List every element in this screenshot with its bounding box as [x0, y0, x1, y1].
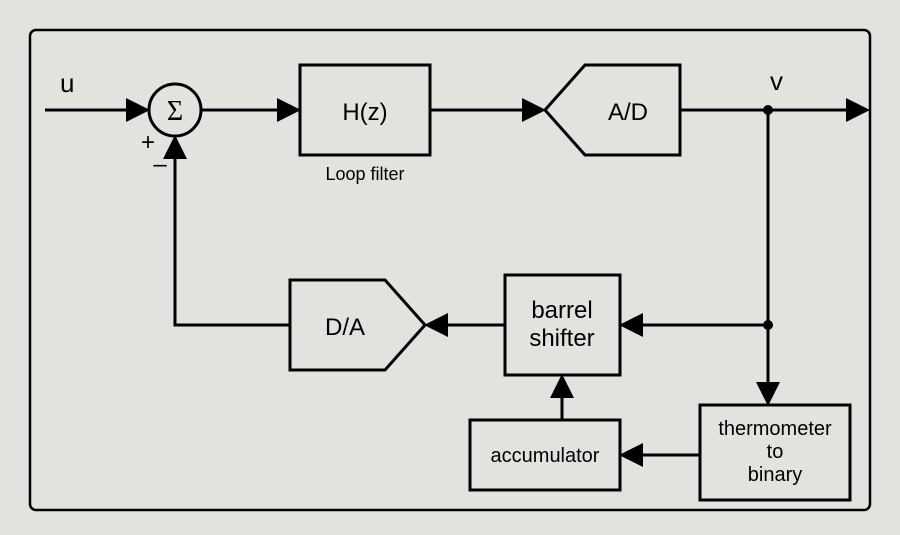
thermo-label-2: to	[767, 441, 784, 463]
accumulator-label: accumulator	[491, 445, 600, 467]
sigma-symbol: Σ	[167, 96, 183, 127]
summing-junction: Σ + –	[141, 84, 201, 178]
loop-filter-sublabel: Loop filter	[325, 164, 404, 184]
junction-top	[763, 105, 773, 115]
block-diagram: u v Σ + – H(z) Loop filter A/D D/A barre…	[0, 0, 900, 535]
thermo-label-3: binary	[748, 464, 802, 486]
barrel-label-1: barrel	[531, 297, 592, 324]
edge-da-to-summer	[175, 139, 290, 325]
ad-block: A/D	[545, 65, 680, 155]
accumulator-block: accumulator	[470, 420, 620, 490]
thermo-label-1: thermometer	[718, 418, 832, 440]
thermometer-block: thermometer to binary	[700, 405, 850, 500]
hz-label: H(z)	[342, 99, 387, 126]
input-label: u	[60, 68, 74, 98]
junction-mid	[763, 320, 773, 330]
output-label: v	[770, 66, 783, 96]
da-block: D/A	[290, 280, 425, 370]
ad-label: A/D	[608, 99, 648, 126]
da-label: D/A	[325, 314, 365, 341]
loop-filter-block: H(z) Loop filter	[300, 65, 430, 184]
barrel-label-2: shifter	[529, 325, 594, 352]
barrel-shifter-block: barrel shifter	[505, 275, 620, 375]
minus-sign: –	[153, 151, 167, 178]
